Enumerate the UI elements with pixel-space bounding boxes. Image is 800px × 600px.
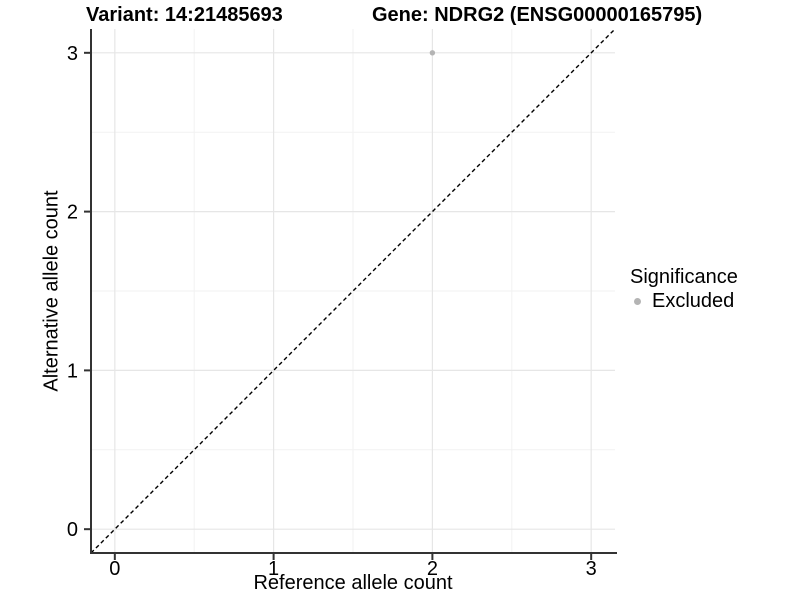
y-tick-label: 1: [67, 360, 78, 382]
legend-marker-circle-icon: [634, 297, 641, 305]
gene-title: Gene: NDRG2 (ENSG00000165795): [372, 4, 703, 26]
variant-title: Variant: 14:21485693: [86, 4, 283, 26]
legend-item: Excluded: [630, 289, 738, 313]
y-axis-title: Alternative allele count: [40, 190, 63, 392]
legend-item-label: Excluded: [652, 289, 735, 312]
legend-items: Excluded: [630, 289, 738, 313]
x-tick-label: 2: [427, 558, 438, 580]
y-tick-label: 0: [67, 519, 78, 541]
x-tick-label: 0: [109, 558, 120, 580]
x-tick-label: 1: [268, 558, 279, 580]
legend: Significance Excluded: [630, 266, 738, 313]
y-tick-label: 3: [67, 43, 78, 65]
x-tick-label: 3: [586, 558, 597, 580]
identity-dashed-line: [90, 28, 616, 554]
legend-title: Significance: [630, 266, 738, 288]
y-tick-label: 2: [67, 202, 78, 224]
data-point: [429, 50, 436, 56]
x-axis-title: Reference allele count: [253, 572, 453, 594]
